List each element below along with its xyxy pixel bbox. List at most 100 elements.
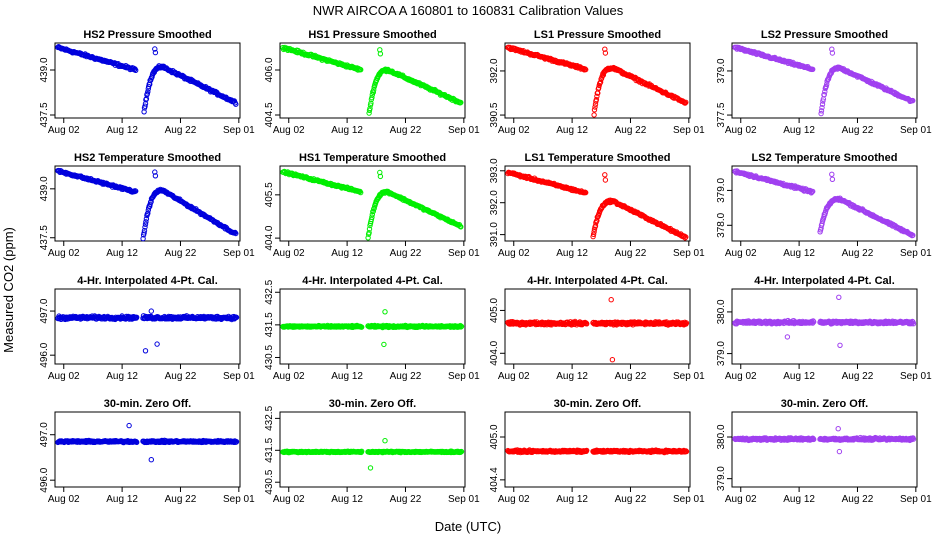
x-tick-label: Aug 02 — [273, 494, 305, 505]
plot-frame — [731, 411, 918, 488]
x-tick-label: Aug 02 — [48, 371, 80, 382]
data-point — [818, 108, 825, 114]
figure-title: NWR AIRCOA A 160801 to 160831 Calibratio… — [313, 3, 624, 18]
x-tick-label: Sep 01 — [223, 371, 255, 382]
y-tick-label: 404.0 — [489, 340, 500, 365]
plot-frame — [279, 42, 466, 119]
data-point — [609, 357, 616, 363]
data-point — [810, 66, 816, 73]
x-tick-label: Aug 02 — [48, 494, 80, 505]
x-tick-label: Aug 02 — [273, 371, 305, 382]
y-tick-label: 391.0 — [489, 222, 500, 247]
panel-title: 4-Hr. Interpolated 4-Pt. Cal. — [527, 275, 668, 287]
data-point — [147, 201, 153, 208]
y-tick-label: 379.0 — [716, 466, 727, 491]
data-point — [142, 224, 148, 230]
y-tick-label: 430.5 — [264, 469, 275, 494]
data-point — [382, 438, 388, 444]
y-tick-label: 497.0 — [39, 422, 50, 447]
data-point — [142, 103, 148, 109]
y-tick-label: 496.0 — [39, 342, 50, 367]
data-point — [602, 172, 608, 178]
x-tick-label: Sep 01 — [223, 125, 255, 136]
data-point — [142, 348, 149, 354]
x-tick-label: Aug 22 — [165, 125, 197, 136]
data-point — [582, 66, 588, 72]
data-point — [682, 100, 688, 106]
panel-title: 30-min. Zero Off. — [781, 398, 868, 410]
data-point — [367, 465, 374, 471]
x-tick-label: Aug 12 — [331, 125, 363, 136]
data-point — [377, 173, 384, 180]
x-tick-label: Aug 22 — [165, 494, 197, 505]
data-point — [233, 101, 239, 107]
data-points-LS1 — [505, 169, 689, 241]
x-tick-label: Sep 01 — [900, 125, 932, 136]
x-tick-label: Aug 22 — [165, 248, 197, 259]
plot-frame — [731, 42, 918, 119]
x-tick-label: Aug 22 — [842, 248, 874, 259]
plot-frame — [54, 165, 241, 242]
data-point — [583, 66, 589, 73]
data-points-HS2 — [55, 308, 240, 354]
data-point — [829, 176, 836, 183]
y-tick-label: 390.5 — [489, 102, 500, 127]
x-tick-label: Aug 22 — [842, 125, 874, 136]
x-tick-label: Aug 12 — [331, 248, 363, 259]
data-point — [368, 216, 375, 223]
x-tick-label: Sep 01 — [673, 248, 705, 259]
y-tick-label: 437.5 — [39, 225, 50, 250]
panel-title: LS1 Temperature Smoothed — [525, 152, 671, 164]
x-axis-label: Date (UTC) — [435, 519, 501, 534]
x-tick-label: Sep 01 — [673, 125, 705, 136]
x-tick-label: Sep 01 — [673, 371, 705, 382]
y-tick-label: 393.0 — [489, 158, 500, 183]
panel-4-2: 30-min. Zero Off.Aug 02 Aug 12 Aug 22 Sep 0… — [264, 398, 480, 505]
panel-title: 4-Hr. Interpolated 4-Pt. Cal. — [302, 275, 443, 287]
y-axis-label: Measured CO2 (ppm) — [1, 227, 16, 353]
data-point — [133, 188, 139, 194]
data-point — [233, 230, 239, 237]
y-tick-label: 380.0 — [716, 424, 727, 449]
x-tick-label: Aug 12 — [106, 371, 138, 382]
x-tick-label: Sep 01 — [448, 248, 480, 259]
data-point — [592, 104, 598, 110]
data-point — [370, 208, 376, 215]
data-point — [370, 89, 376, 96]
x-tick-label: Aug 22 — [615, 248, 647, 259]
plot-frame — [279, 165, 466, 242]
data-point — [602, 177, 609, 183]
x-tick-label: Aug 12 — [331, 494, 363, 505]
y-tick-label: 437.5 — [39, 102, 50, 127]
panel-title: 4-Hr. Interpolated 4-Pt. Cal. — [754, 275, 895, 287]
x-tick-label: Sep 01 — [223, 248, 255, 259]
data-point — [140, 235, 146, 242]
y-tick-label: 405.0 — [489, 297, 500, 322]
x-tick-label: Aug 12 — [106, 248, 138, 259]
y-tick-label: 439.0 — [39, 176, 50, 201]
data-points-HS1 — [280, 168, 464, 241]
x-tick-label: Aug 02 — [498, 371, 530, 382]
y-tick-label: 379.0 — [716, 341, 727, 366]
plot-frame — [54, 411, 241, 488]
data-points-LS1 — [505, 297, 690, 363]
y-tick-label: 380.0 — [716, 299, 727, 324]
data-point — [366, 230, 372, 236]
y-tick-label: 439.0 — [39, 57, 50, 82]
data-point — [366, 226, 373, 232]
data-point — [148, 308, 155, 314]
data-points-HS1 — [280, 309, 465, 348]
x-tick-label: Aug 12 — [783, 494, 815, 505]
x-tick-label: Aug 02 — [273, 248, 305, 259]
data-points-LS2 — [732, 294, 917, 348]
x-tick-label: Aug 22 — [390, 371, 422, 382]
data-point — [369, 94, 375, 101]
data-points-HS2 — [55, 422, 240, 463]
plot-frame — [54, 42, 241, 119]
x-tick-label: Aug 12 — [783, 248, 815, 259]
y-tick-label: 496.0 — [39, 467, 50, 492]
